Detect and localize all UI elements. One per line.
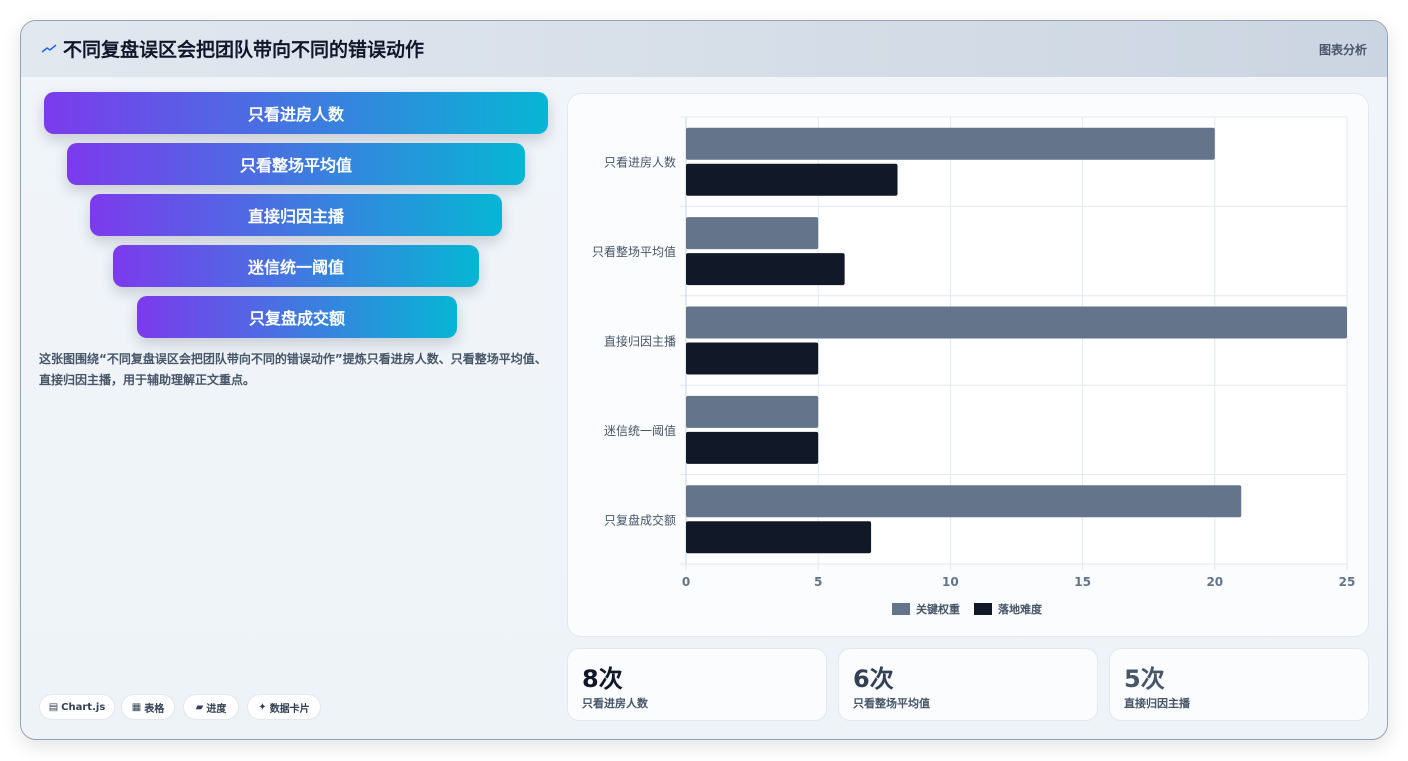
- legend-swatch: [892, 603, 910, 615]
- funnel-item-5: 只复盘成交额: [137, 296, 457, 338]
- stat-label: 只看整场平均值: [853, 697, 930, 710]
- chip-label: 进度: [206, 703, 227, 715]
- bar-weight: [686, 395, 819, 428]
- header-tag[interactable]: 图表分析: [1318, 43, 1367, 57]
- x-tick-label: 5: [814, 575, 822, 589]
- chip-datacard[interactable]: ✦ 数据卡片: [247, 694, 321, 720]
- page-title: 不同复盘误区会把团队带向不同的错误动作: [63, 39, 425, 61]
- bar-weight: [686, 217, 819, 250]
- sparkline-icon: [41, 44, 57, 53]
- stat-value: 6次: [853, 665, 894, 693]
- bar-chart[interactable]: 0 5 10 15 20 25 只看进房人数只看整场平均值直接归因主播迷信统一阈值只复盘成交…: [568, 94, 1370, 638]
- funnel-item-3: 直接归因主播: [90, 194, 502, 236]
- stat-label: 只看进房人数: [582, 697, 648, 710]
- table-icon: ▦: [131, 701, 142, 713]
- chip-label: Chart.js: [61, 701, 106, 713]
- bar-weight: [686, 127, 1215, 160]
- chart-icon: ▤: [48, 701, 59, 713]
- chip-label: 数据卡片: [269, 703, 310, 715]
- funnel-item-1: 只看进房人数: [44, 92, 548, 134]
- x-tick-label: 0: [682, 575, 690, 589]
- chip-chartjs[interactable]: ▤ Chart.js: [39, 694, 115, 720]
- y-tick-label: 只复盘成交额: [604, 512, 676, 527]
- bar-difficulty: [686, 163, 898, 196]
- bar-difficulty: [686, 431, 819, 464]
- y-tick-label: 直接归因主播: [604, 334, 676, 349]
- stat-value: 5次: [1124, 665, 1165, 693]
- y-tick-label: 迷信统一阈值: [604, 423, 676, 438]
- bar-difficulty: [686, 521, 872, 554]
- y-tick-label: 只看整场平均值: [592, 244, 676, 259]
- stat-card-1: 8次 只看进房人数: [567, 648, 827, 721]
- stat-card-2: 6次 只看整场平均值: [838, 648, 1098, 721]
- chip-label: 表格: [144, 703, 165, 715]
- legend-label: 落地难度: [998, 602, 1043, 616]
- bar-difficulty: [686, 253, 845, 286]
- header: 不同复盘误区会把团队带向不同的错误动作 图表分析: [21, 21, 1387, 77]
- bar-difficulty: [686, 342, 819, 375]
- funnel-item-4: 迷信统一阈值: [113, 245, 479, 287]
- bar-weight: [686, 485, 1242, 518]
- funnel-item-2: 只看整场平均值: [67, 143, 525, 185]
- progress-icon: ▰: [195, 701, 204, 713]
- stat-card-3: 5次 直接归因主播: [1109, 648, 1369, 721]
- x-tick-label: 20: [1206, 575, 1223, 589]
- x-tick-label: 15: [1074, 575, 1091, 589]
- chip-progress[interactable]: ▰ 进度: [183, 694, 239, 720]
- bar-weight: [686, 306, 1347, 339]
- sparkle-icon: ✦: [258, 701, 267, 713]
- stat-value: 8次: [582, 665, 623, 693]
- chip-table[interactable]: ▦ 表格: [121, 694, 175, 720]
- chart-description: 这张图围绕“不同复盘误区会把团队带向不同的错误动作”提炼只看进房人数、只看整场平…: [39, 352, 547, 387]
- x-tick-label: 25: [1339, 575, 1356, 589]
- main-card: 不同复盘误区会把团队带向不同的错误动作 图表分析 只看进房人数 只看整场平均值 …: [20, 20, 1388, 740]
- legend-label: 关键权重: [916, 602, 960, 616]
- chart-panel: 0 5 10 15 20 25 只看进房人数只看整场平均值直接归因主播 迷信统一阈值 只复盘成交…: [567, 93, 1369, 637]
- y-tick-label: 只看进房人数: [604, 155, 676, 170]
- x-tick-label: 10: [942, 575, 959, 589]
- stat-label: 直接归因主播: [1124, 697, 1190, 710]
- legend-swatch: [974, 603, 992, 615]
